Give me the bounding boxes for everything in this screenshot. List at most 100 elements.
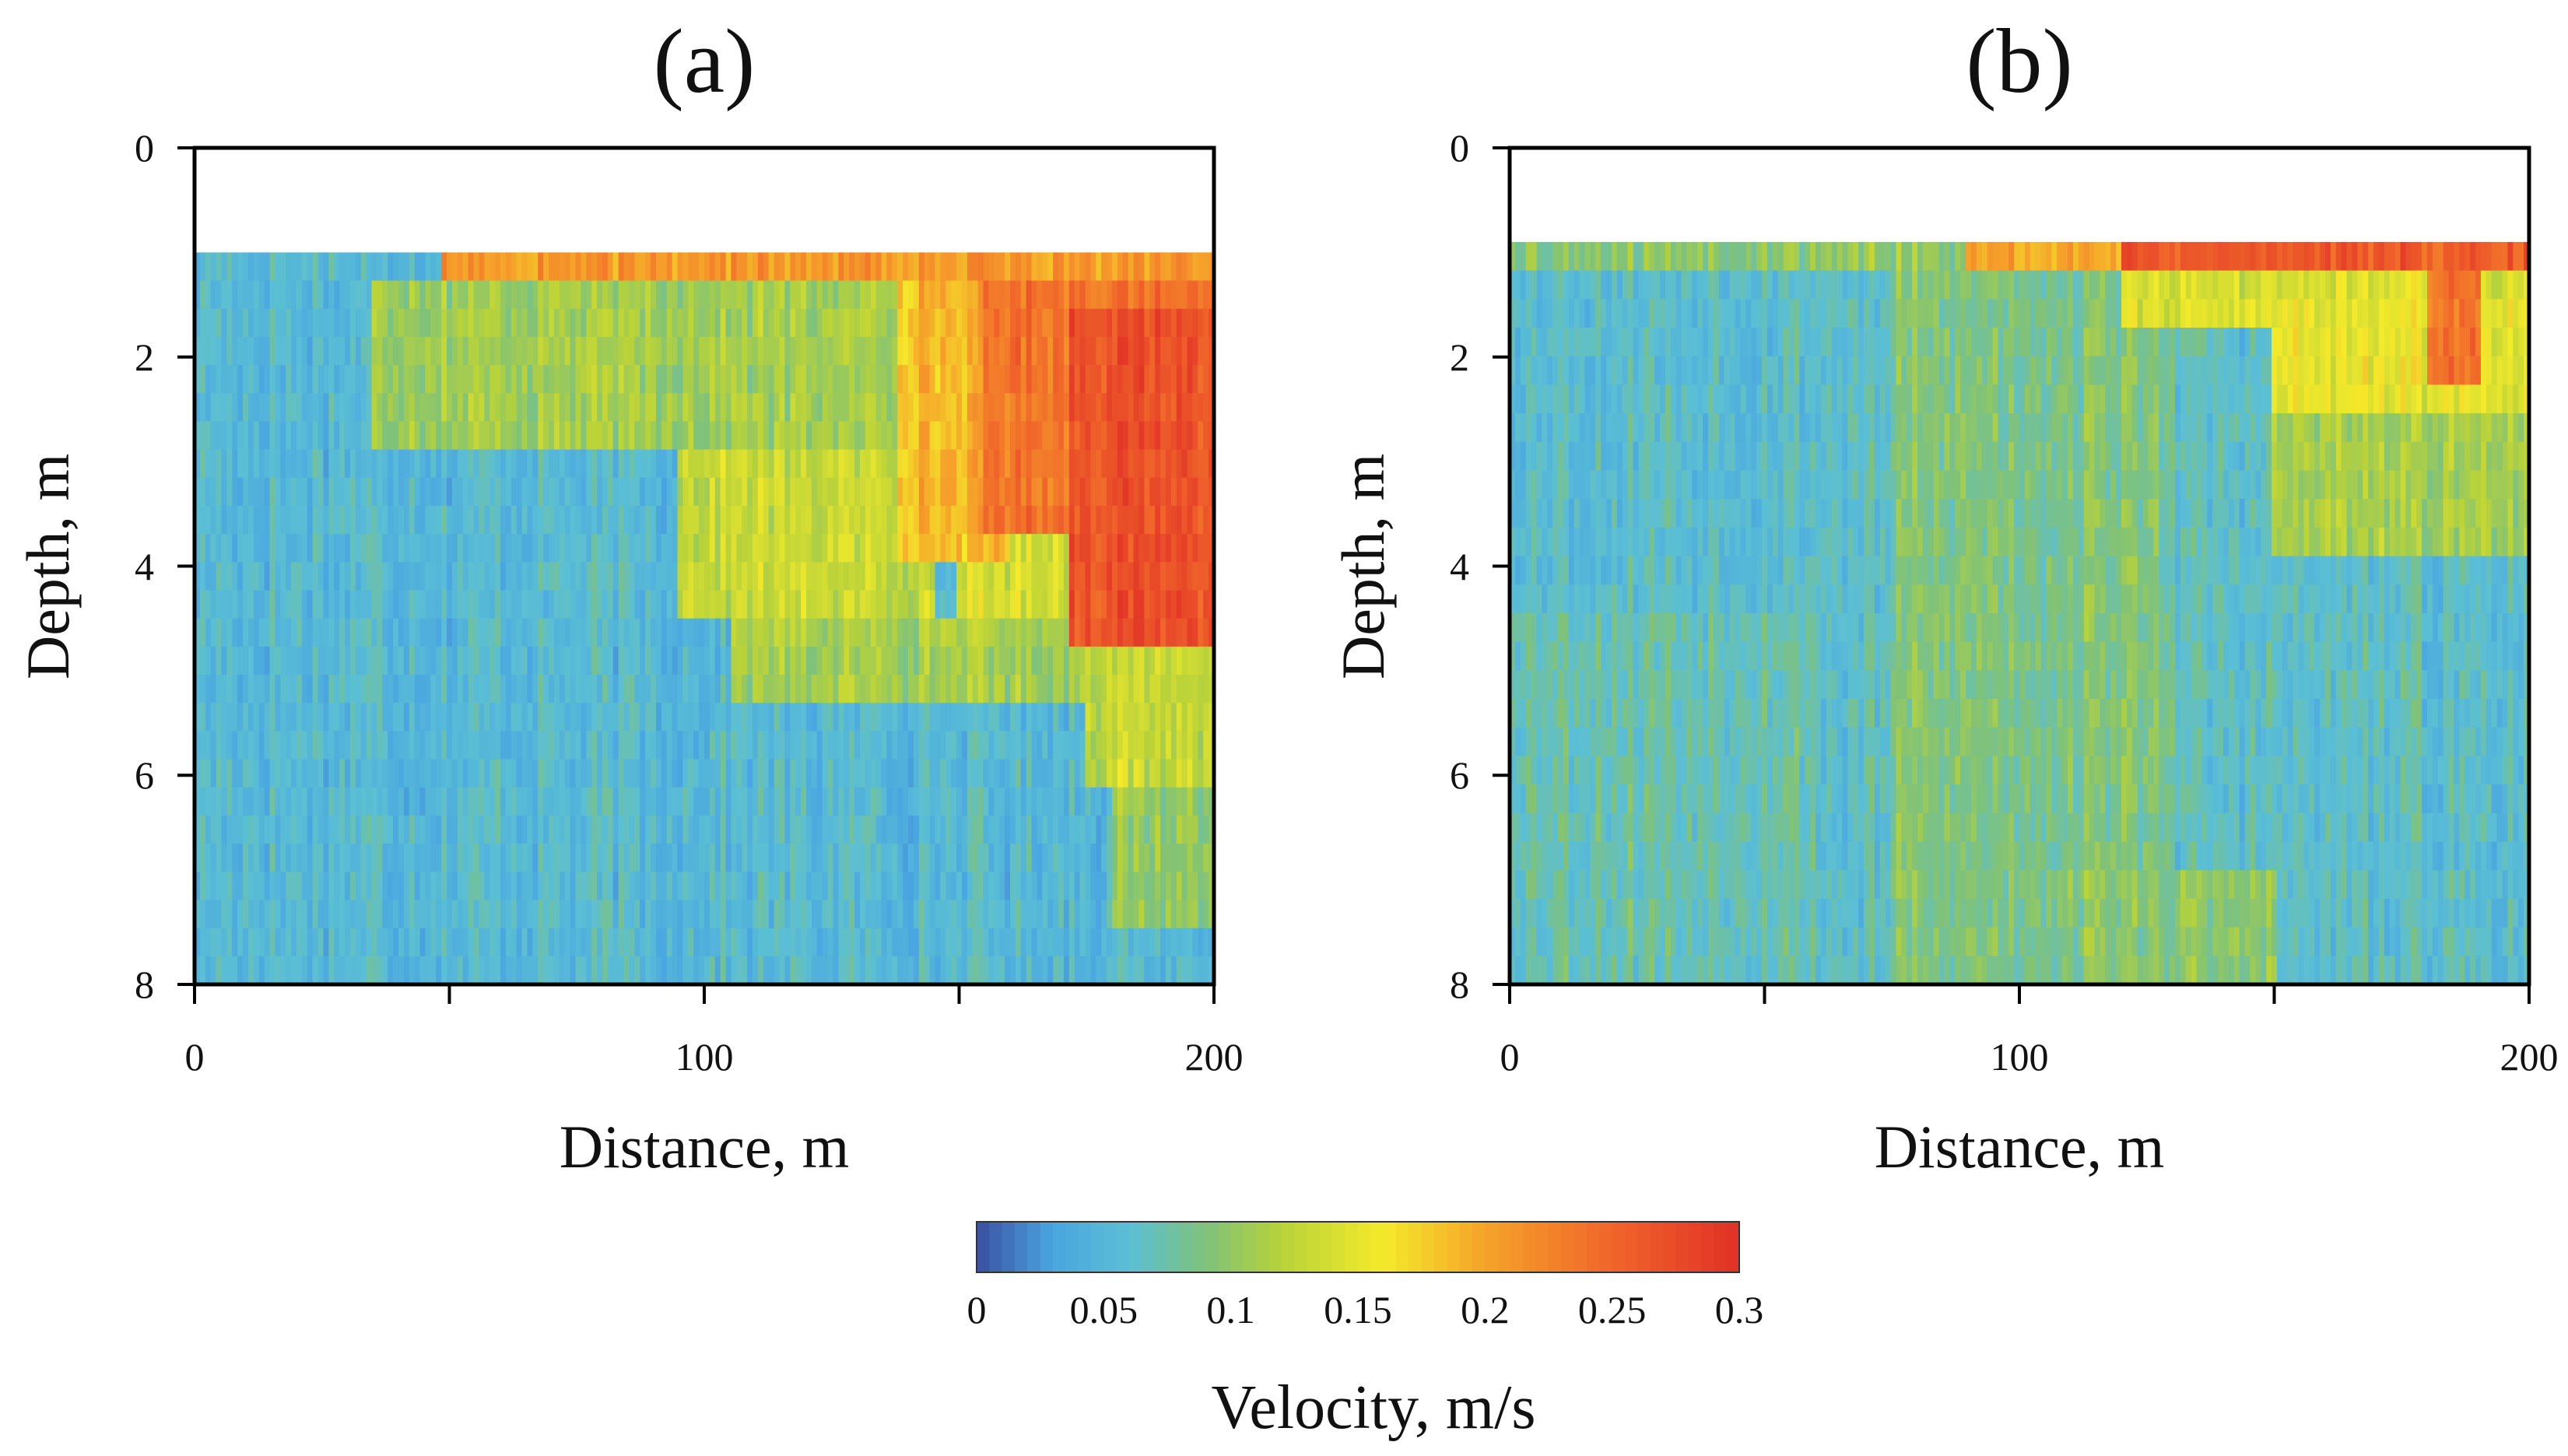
heatmap-cell [940, 252, 946, 282]
heatmap-cell [634, 703, 640, 732]
heatmap-cell [301, 590, 308, 619]
heatmap-cell [763, 252, 770, 282]
heatmap-cell [607, 562, 614, 591]
heatmap-cell [462, 308, 469, 338]
heatmap-cell [1112, 815, 1118, 844]
heatmap-cell [317, 787, 325, 816]
heatmap-cell [806, 449, 812, 479]
heatmap-cell [645, 844, 651, 872]
heatmap-cell [591, 844, 598, 872]
heatmap-cell [195, 928, 201, 957]
heatmap-cell [720, 675, 727, 703]
heatmap-cell [1031, 252, 1038, 282]
heatmap-cell [398, 280, 405, 310]
heatmap-cell [409, 336, 416, 366]
heatmap-cell [371, 562, 378, 591]
heatmap-cell [768, 590, 775, 619]
heatmap-cell [430, 365, 437, 394]
heatmap-cell [977, 618, 984, 647]
heatmap-cell [328, 449, 335, 479]
heatmap-cell [451, 336, 458, 366]
heatmap-cell [1047, 815, 1054, 844]
heatmap-cell [253, 618, 260, 647]
heatmap-cell [977, 590, 984, 619]
heatmap-cell [243, 872, 249, 901]
heatmap-cell [849, 280, 855, 310]
heatmap-cell [672, 308, 679, 338]
heatmap-cell [323, 393, 329, 423]
heatmap-cell [709, 900, 716, 929]
heatmap-cell [827, 449, 834, 479]
heatmap-cell [521, 646, 528, 675]
heatmap-cell [801, 590, 807, 619]
heatmap-cell [682, 449, 689, 479]
heatmap-cell [1101, 844, 1107, 872]
heatmap-cell [419, 280, 426, 310]
heatmap-cell [205, 505, 212, 535]
heatmap-cell [811, 844, 818, 872]
heatmap-cell [1160, 815, 1166, 844]
heatmap-cell [623, 562, 630, 591]
heatmap-cell [790, 365, 796, 394]
heatmap-cell [924, 505, 931, 535]
heatmap-cell [838, 252, 844, 282]
heatmap-cell [913, 393, 920, 423]
heatmap-cell [489, 618, 496, 647]
heatmap-cell [527, 252, 533, 282]
heatmap-cell [881, 308, 888, 338]
heatmap-cell [1063, 815, 1070, 844]
heatmap-cell [972, 703, 979, 732]
heatmap-cell [1096, 421, 1102, 451]
heatmap-cell [854, 787, 861, 816]
heatmap-cell [651, 505, 657, 535]
heatmap-cell [892, 703, 898, 732]
heatmap-cell [881, 844, 888, 872]
heatmap-cell [275, 534, 281, 563]
heatmap-cell [865, 956, 872, 985]
heatmap-cell [398, 646, 405, 675]
heatmap-cell [870, 703, 877, 732]
heatmap-cell [795, 731, 802, 760]
heatmap-cell [983, 703, 990, 732]
heatmap-cell [935, 393, 941, 423]
heatmap-cell [763, 505, 770, 535]
heatmap-cell [784, 703, 791, 732]
heatmap-cell [1037, 844, 1043, 872]
heatmap-cell [784, 759, 791, 788]
heatmap-cell [1085, 815, 1092, 844]
heatmap-cell [651, 449, 657, 479]
heatmap-cell [779, 421, 786, 451]
heatmap-cell [1107, 562, 1113, 591]
heatmap-cell [790, 900, 796, 929]
heatmap-cell [731, 844, 737, 872]
heatmap-cell [1198, 421, 1204, 451]
heatmap-cell [1090, 900, 1096, 929]
heatmap-cell [339, 900, 346, 929]
heatmap-cell [1042, 280, 1048, 310]
heatmap-cell [243, 562, 249, 591]
heatmap-cell [403, 505, 410, 535]
heatmap-cell [317, 646, 325, 675]
heatmap-cell [640, 731, 646, 760]
heatmap-cell [1047, 365, 1054, 394]
heatmap-cell [334, 618, 340, 647]
heatmap-cell [286, 646, 292, 675]
heatmap-cell [1203, 731, 1209, 760]
heatmap-cell [801, 308, 807, 338]
heatmap-cell [1181, 308, 1188, 338]
heatmap-cell [913, 562, 920, 591]
heatmap-cell [221, 534, 227, 563]
heatmap-cell [1117, 872, 1124, 901]
heatmap-cell [699, 449, 705, 479]
heatmap-cell [575, 449, 582, 479]
heatmap-cell [516, 421, 523, 451]
heatmap-cell [468, 731, 475, 760]
heatmap-cell [345, 759, 351, 788]
heatmap-cell [1128, 646, 1135, 675]
heatmap-cell [1090, 308, 1096, 338]
heatmap-cell [795, 646, 802, 675]
heatmap-cell [312, 477, 319, 507]
heatmap-cell [693, 759, 700, 788]
heatmap-cell [564, 365, 571, 394]
heatmap-cell [607, 505, 614, 535]
